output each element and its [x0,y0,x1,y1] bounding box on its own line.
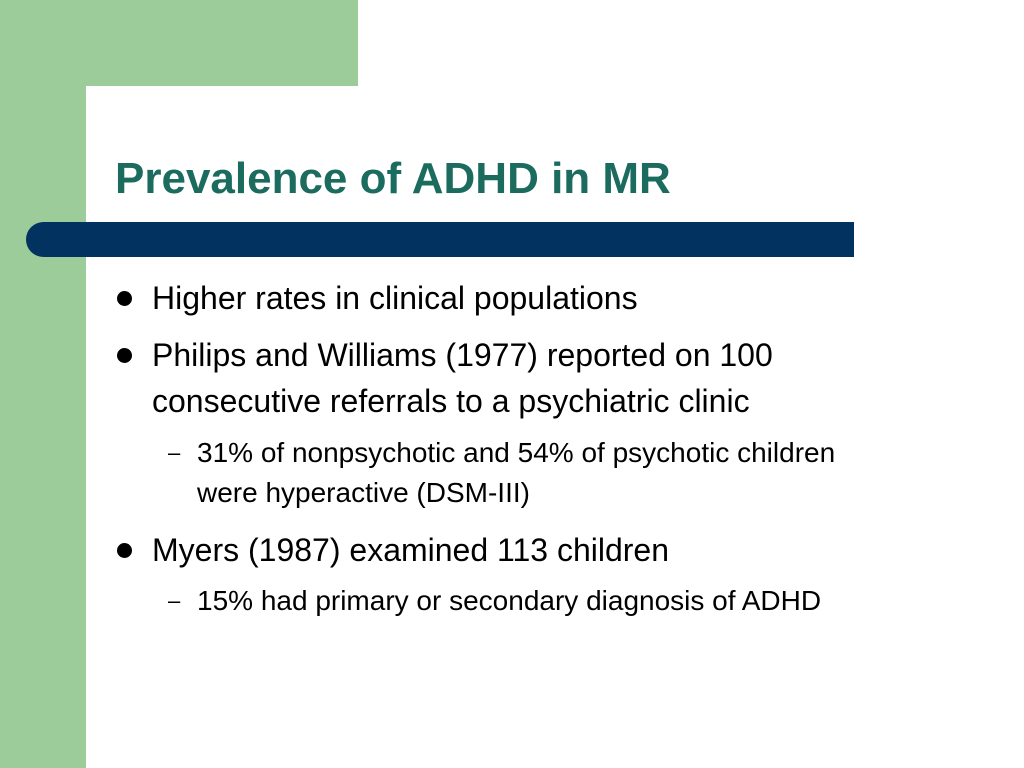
bullet-text-line: Higher rates in clinical populations [152,280,638,316]
bullet-dot [117,348,132,363]
green-side-band [0,0,86,768]
bullet-text-line: Myers (1987) examined 113 children [152,532,669,568]
content-panel [86,86,1024,768]
sub-bullet-text-line: 31% of nonpsychotic and 54% of psychotic… [197,437,836,468]
slide-title: Prevalence of ADHD in MR [115,154,671,203]
sub-bullet-dash: – [168,440,181,465]
bullet-text-line: Philips and Williams (1977) reported on … [152,337,773,373]
bullet-dot [117,291,132,306]
bullet-text-line: consecutive referrals to a psychiatric c… [152,383,750,419]
sub-bullet-text-line: were hyperactive (DSM-III) [197,477,530,508]
sub-bullet-text-line: 15% had primary or secondary diagnosis o… [197,585,822,616]
bullet-dot [117,543,132,558]
sub-bullet-dash: – [168,588,181,613]
green-top-corner [0,0,358,86]
title-underline-bar [26,222,854,257]
